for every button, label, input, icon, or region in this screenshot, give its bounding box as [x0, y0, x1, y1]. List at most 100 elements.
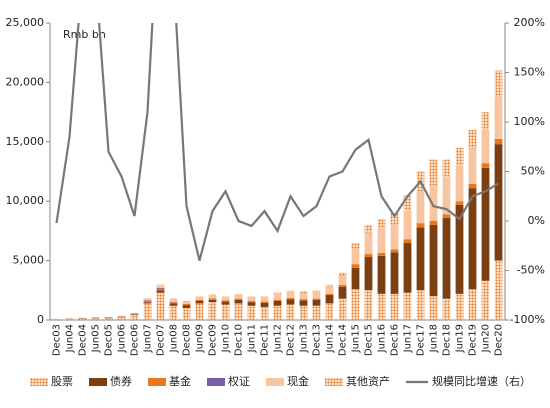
bar-segment: [196, 301, 204, 303]
x-tick-label: Dec19: [468, 324, 479, 356]
bar-segment: [235, 303, 243, 320]
bar-segment: [456, 294, 464, 320]
bar-segment: [287, 292, 295, 298]
bar-segment: [404, 211, 412, 240]
bar-segment: [157, 289, 165, 291]
bar-segment: [430, 225, 438, 296]
bar-segment: [326, 303, 334, 320]
bar-segment: [274, 293, 282, 294]
bar-segment: [326, 284, 334, 286]
bar-segment: [443, 214, 451, 218]
bar-segment: [222, 305, 230, 320]
bar-segment: [196, 300, 204, 301]
bar-segment: [469, 184, 477, 188]
bar-segment: [157, 293, 165, 320]
bar-segment: [339, 299, 347, 320]
bar-segment: [248, 306, 256, 320]
bar-segment: [365, 257, 373, 290]
y2-tick-label: -100%: [510, 313, 545, 326]
bar-segment: [469, 289, 477, 320]
bar-segment: [391, 224, 399, 249]
legend-swatch: [266, 378, 284, 386]
x-tick-label: Jun05: [91, 324, 102, 353]
bar-segment: [131, 315, 139, 320]
bar-segment: [482, 281, 490, 320]
bar-segment: [417, 290, 425, 320]
bar-segment: [417, 191, 425, 223]
x-tick-label: Jun15: [351, 324, 362, 353]
bar-segment: [287, 290, 295, 292]
bar-segment: [417, 223, 425, 227]
bar-segment: [430, 221, 438, 225]
x-tick-label: Dec05: [104, 324, 115, 356]
bar-segment: [339, 272, 347, 275]
bar-segment: [417, 227, 425, 290]
bar-segment: [222, 297, 230, 301]
x-tick-label: Dec12: [286, 324, 297, 356]
bar-segment: [105, 318, 113, 319]
bar-segment: [352, 249, 360, 264]
bar-segment: [300, 291, 308, 293]
bar-segment: [495, 139, 503, 144]
x-tick-label: Dec10: [234, 324, 245, 356]
bar-segment: [196, 303, 204, 320]
y-tick-label: 15,000: [6, 135, 45, 148]
bar-segment: [53, 319, 61, 320]
legend-label: 权证: [228, 375, 250, 388]
bar-segment: [339, 275, 347, 285]
bar-segment: [170, 303, 178, 305]
x-tick-label: Dec15: [364, 324, 375, 356]
bar-segment: [443, 160, 451, 178]
bar-segment: [378, 294, 386, 320]
x-tick-label: Dec11: [260, 324, 271, 356]
bar-segment: [105, 318, 113, 320]
bar-segment: [66, 319, 74, 320]
bar-segment: [274, 294, 282, 300]
bar-segment: [248, 296, 256, 297]
bar-segment: [248, 301, 256, 302]
bar-segment: [144, 299, 152, 300]
bar-segment: [352, 264, 360, 268]
bar-segment: [313, 292, 321, 299]
bar-segment: [118, 317, 126, 318]
bar-segment: [456, 166, 464, 202]
bar-segment: [378, 219, 386, 229]
legend-label: 规模同比增速（右）: [432, 374, 531, 388]
x-tick-label: Dec08: [182, 324, 193, 356]
bar-segment: [313, 306, 321, 320]
bar-segment: [157, 288, 165, 289]
x-tick-label: Dec17: [416, 324, 427, 356]
x-tick-label: Jun12: [273, 324, 284, 353]
bar-segment: [222, 300, 230, 301]
bar-segment: [157, 290, 165, 292]
y-tick-label: 10,000: [6, 194, 45, 207]
bar-segment: [456, 148, 464, 166]
x-tick-label: Jun07: [143, 324, 154, 353]
bar-segment: [495, 97, 503, 139]
bar-segment: [92, 318, 100, 320]
bar-segment: [313, 299, 321, 300]
x-tick-label: Dec14: [338, 324, 349, 356]
x-tick-label: Dec09: [208, 324, 219, 356]
legend-label: 其他资产: [346, 374, 390, 388]
bar-segment: [391, 249, 399, 252]
bar-segment: [235, 294, 243, 295]
x-tick-label: Jun08: [169, 324, 180, 353]
bar-segment: [313, 290, 321, 292]
bar-segment: [235, 295, 243, 299]
bar-segment: [365, 225, 373, 233]
bar-segment: [430, 296, 438, 320]
x-tick-label: Dec16: [390, 324, 401, 356]
bar-segment: [144, 299, 152, 300]
bar-segment: [391, 294, 399, 320]
x-tick-label: Jun14: [325, 324, 336, 353]
y2-tick-label: 150%: [514, 66, 545, 79]
bar-segment: [482, 112, 490, 130]
x-tick-label: Dec18: [442, 324, 453, 356]
bar-segment: [339, 285, 347, 287]
bar-segment: [183, 304, 191, 305]
bar-segment: [378, 229, 386, 253]
x-tick-label: Dec07: [156, 324, 167, 356]
bar-segment: [183, 301, 191, 303]
bar-segment: [144, 300, 152, 301]
